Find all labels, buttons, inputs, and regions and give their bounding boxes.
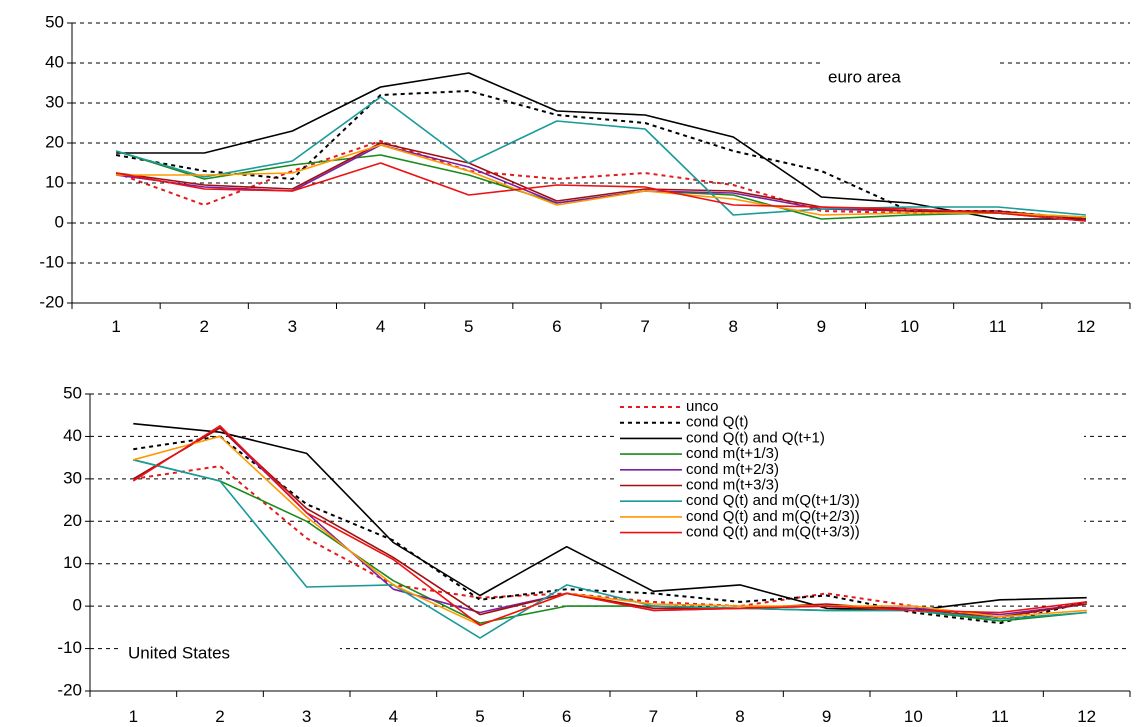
x-tick-label: 7 (649, 707, 658, 726)
series-line-cond-q-t-and-m-q-t-2-3 (116, 144, 1086, 218)
series-line-cond-q-t (115, 90, 1086, 220)
annotation-bg (820, 57, 998, 93)
legend-label: unco (686, 398, 719, 415)
x-tick-label: 5 (464, 317, 473, 336)
annotation-bg (118, 633, 340, 669)
x-tick-label: 10 (900, 317, 919, 336)
series-line-cond-q-t-and-m-q-t-1-3 (133, 459, 1087, 639)
x-tick-label: 11 (991, 707, 1009, 726)
y-tick-label: -10 (57, 638, 82, 657)
x-tick-label: 6 (562, 707, 571, 726)
y-tick-label: 30 (63, 468, 82, 487)
x-tick-label: 5 (475, 707, 484, 726)
y-tick-label: 50 (63, 383, 82, 402)
x-tick-label: 3 (302, 707, 311, 726)
y-tick-label: 20 (45, 132, 64, 151)
legend-label: cond Q(t) and Q(t+1) (686, 429, 825, 446)
series-line-cond-q-t-and-q-t-1 (116, 72, 1086, 220)
legend-label: cond m(t+3/3) (686, 476, 779, 493)
panel-annotation: United States (128, 643, 230, 662)
x-tick-label: 2 (200, 317, 209, 336)
legend-bg (614, 397, 1084, 545)
legend-label: cond Q(t) (686, 414, 749, 431)
y-tick-label: 0 (55, 212, 64, 231)
x-tick-label: 2 (215, 707, 224, 726)
y-tick-label: 10 (63, 553, 82, 572)
x-tick-label: 8 (735, 707, 744, 726)
series-line-cond-q-t (133, 435, 1087, 625)
legend-label: cond m(t+1/3) (686, 445, 779, 462)
y-tick-label: 30 (45, 92, 64, 111)
legend-label: cond Q(t) and m(Q(t+3/3)) (686, 524, 860, 541)
x-tick-label: 4 (389, 707, 398, 726)
x-tick-label: 7 (640, 317, 649, 336)
x-tick-label: 9 (822, 707, 831, 726)
y-tick-label: 40 (45, 52, 64, 71)
x-tick-label: 11 (989, 317, 1007, 336)
y-tick-label: 40 (63, 426, 82, 445)
x-tick-label: 1 (111, 317, 120, 336)
y-tick-label: 20 (63, 511, 82, 530)
y-tick-label: -20 (57, 680, 82, 699)
x-tick-label: 12 (1076, 317, 1095, 336)
series-line-cond-q-t-and-m-q-t-2-3 (133, 435, 1087, 627)
legend-label: cond m(t+2/3) (686, 461, 779, 478)
y-tick-label: 10 (45, 172, 64, 191)
series-line-cond-q-t-and-m-q-t-3-3 (132, 424, 1087, 627)
x-tick-label: 9 (817, 317, 826, 336)
y-tick-label: 50 (45, 12, 64, 31)
y-tick-label: -20 (39, 292, 64, 311)
y-tick-label: -10 (39, 252, 64, 271)
legend-label: cond Q(t) and m(Q(t+2/3)) (686, 508, 860, 525)
x-tick-label: 1 (129, 707, 138, 726)
x-tick-label: 8 (729, 317, 738, 336)
x-tick-label: 10 (904, 707, 923, 726)
series-line-cond-q-t-and-m-q-t-3-3 (115, 162, 1086, 222)
legend-label: cond Q(t) and m(Q(t+1/3)) (686, 492, 860, 509)
panel-annotation: euro area (828, 67, 901, 86)
series-line-cond-q-t-and-m-q-t-1-3 (115, 96, 1086, 216)
y-tick-label: 0 (73, 596, 82, 615)
series-line-cond-m-t-3-3 (115, 142, 1086, 220)
x-tick-label: 6 (552, 317, 561, 336)
x-tick-label: 12 (1077, 707, 1096, 726)
x-tick-label: 3 (288, 317, 297, 336)
x-tick-label: 4 (376, 317, 385, 336)
